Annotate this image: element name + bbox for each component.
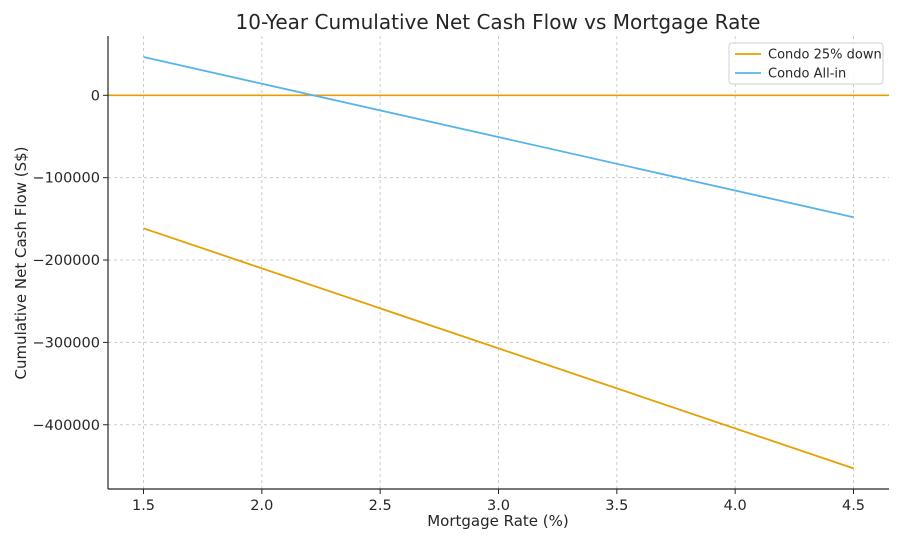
y-axis-label: Cumulative Net Cash Flow (S$): [12, 146, 30, 379]
series-line: [143, 227, 854, 470]
legend-label: Condo 25% down: [768, 48, 882, 63]
chart-title: 10-Year Cumulative Net Cash Flow vs Mort…: [236, 10, 761, 34]
x-axis-label: Mortgage Rate (%): [427, 512, 569, 530]
legend-box: [728, 42, 884, 85]
legend: Condo 25% down Condo All-in: [728, 42, 884, 85]
axis-layer: 1.5 2.0 2.5 3.0 3.5 4.0 4.5 0 −100000 −200000 −300…: [32, 36, 889, 514]
x-tick-label: 4.0: [724, 498, 747, 514]
y-tick-label: −400000: [32, 418, 100, 434]
x-tick-label: 2.0: [250, 498, 273, 514]
x-tick-label: 1.5: [132, 498, 155, 514]
y-tick-label: 0: [91, 88, 100, 104]
series-layer: [143, 56, 854, 470]
series-line: [143, 56, 854, 219]
y-tick-label: −100000: [32, 171, 100, 187]
y-tick-label: −300000: [32, 335, 100, 351]
grid-layer: [108, 36, 889, 489]
x-tick-label: 3.0: [487, 498, 510, 514]
legend-label: Condo All-in: [768, 67, 846, 82]
x-tick-label: 4.5: [842, 498, 865, 514]
y-tick-label: −200000: [32, 253, 100, 269]
x-tick-label: 3.5: [605, 498, 628, 514]
x-tick-label: 2.5: [369, 498, 392, 514]
